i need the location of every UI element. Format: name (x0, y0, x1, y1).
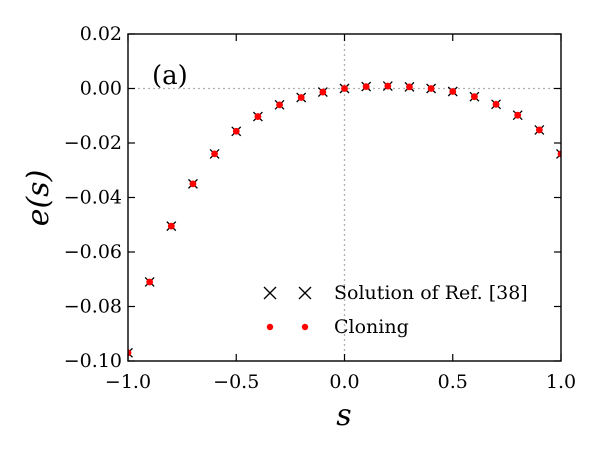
x-tick-label: 0.0 (329, 371, 359, 393)
data-point-cloning (341, 85, 348, 92)
legend-entry-solution: Solution of Ref. [38] (263, 282, 528, 304)
legend-dot-marker (266, 323, 274, 331)
data-point-cloning (449, 88, 457, 95)
x-tick-label: −1.0 (105, 371, 151, 393)
legend-x-marker (263, 286, 277, 300)
data-point-cloning (276, 101, 283, 109)
y-tick-label: −0.10 (64, 350, 122, 372)
x-axis-label: s (336, 398, 351, 433)
data-point-cloning (427, 85, 435, 92)
x-tick-label: 1.0 (546, 371, 576, 393)
legend-x-glyph (298, 286, 312, 300)
data-point-cloning (471, 93, 478, 101)
data-point-solution-x (128, 347, 133, 358)
y-tick-label: −0.04 (64, 187, 122, 209)
y-axis-ticks: 0.02 0.00 −0.02 −0.04 −0.06 −0.08 −0.10 (64, 23, 561, 372)
y-tick-label: −0.08 (64, 296, 122, 318)
x-axis-ticks: −1.0 −0.5 0.0 0.5 1.0 (105, 34, 576, 393)
legend-label-solution: Solution of Ref. [38] (334, 282, 528, 304)
data-point-cloning (297, 94, 305, 101)
data-marks-layer (128, 81, 561, 358)
y-axis-label: e(s) (21, 170, 56, 227)
x-tick-label: −0.5 (213, 371, 259, 393)
data-point-cloning (211, 150, 219, 158)
data-point-solution-x (556, 148, 561, 159)
data-point-cloning (492, 100, 500, 108)
y-tick-label: −0.06 (64, 241, 122, 263)
legend-x-marker (298, 286, 312, 300)
legend-entry-cloning: Cloning (266, 316, 409, 338)
data-point-cloning (319, 88, 327, 96)
data-point-cloning (232, 127, 240, 135)
plot-frame (127, 33, 562, 362)
x-tick-label: 0.5 (438, 371, 468, 393)
y-tick-label: 0.00 (80, 78, 122, 100)
panel-label: (a) (152, 61, 188, 91)
data-point-cloning (535, 126, 543, 134)
data-point-cloning (362, 83, 370, 90)
data-point-cloning (128, 349, 132, 357)
data-point-cloning (146, 278, 154, 286)
data-point-cloning (406, 83, 413, 91)
y-tick-label: −0.02 (64, 132, 122, 154)
legend: Solution of Ref. [38] Cloning (263, 282, 528, 338)
data-point-cloning (189, 180, 197, 188)
data-point-cloning (514, 111, 522, 119)
data-point-cloning (254, 113, 262, 120)
y-tick-label: 0.02 (80, 23, 122, 45)
data-point-cloning (167, 222, 175, 230)
data-point-cloning (557, 150, 561, 158)
legend-label-cloning: Cloning (334, 316, 409, 338)
data-point-cloning (384, 82, 392, 90)
legend-x-glyph (263, 286, 277, 300)
legend-dot-marker (301, 323, 309, 331)
